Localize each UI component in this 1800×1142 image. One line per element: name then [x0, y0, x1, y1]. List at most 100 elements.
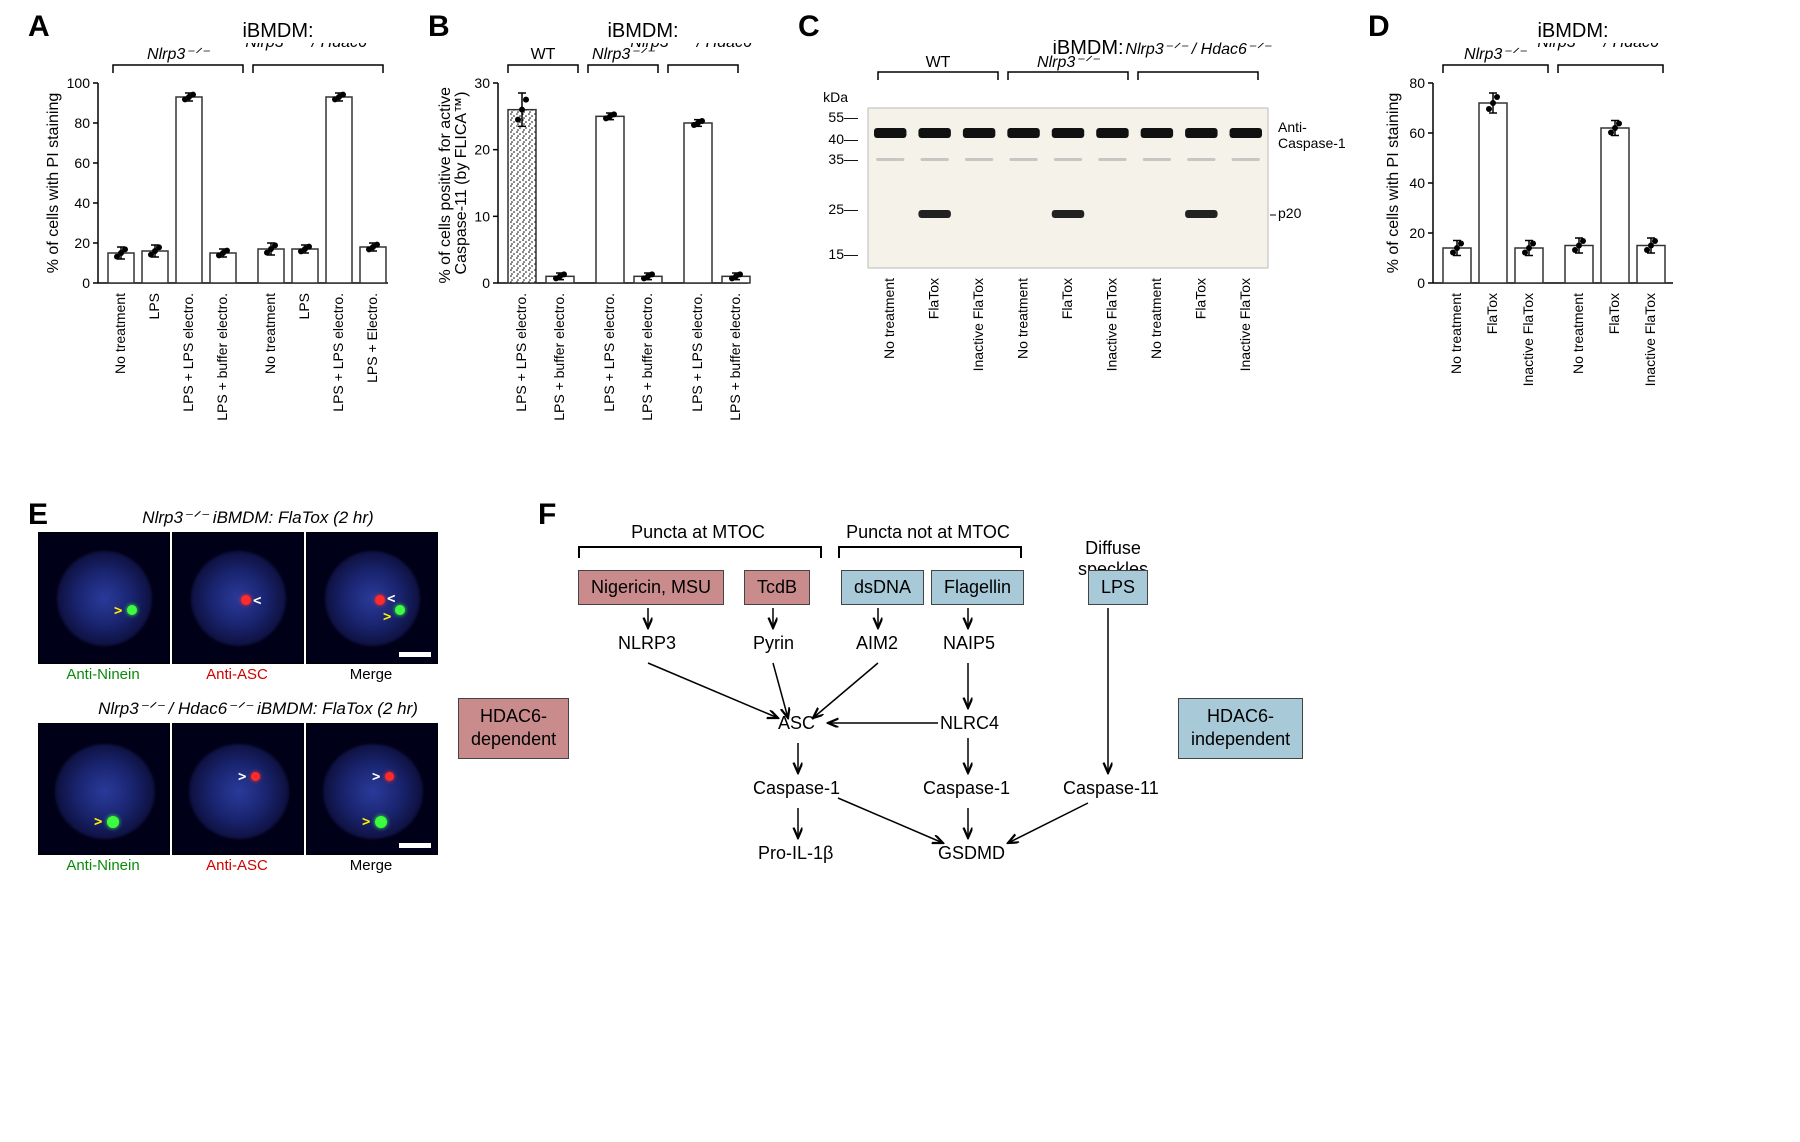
- panel-f: F: [508, 508, 1508, 938]
- svg-text:WT: WT: [531, 46, 556, 63]
- svg-text:LPS + Electro.: LPS + Electro.: [364, 293, 380, 383]
- svg-text:LPS + LPS electro.: LPS + LPS electro.: [513, 293, 529, 412]
- svg-text:100: 100: [67, 75, 91, 91]
- f-aim2: AIM2: [856, 633, 898, 654]
- svg-text:FlaTox: FlaTox: [1484, 293, 1500, 334]
- f-lps-box: LPS: [1088, 570, 1148, 605]
- svg-text:No treatment: No treatment: [881, 278, 897, 359]
- svg-text:30: 30: [474, 75, 490, 91]
- panel-b: B iBMDM: WT Nlrp3⁻ᐟ⁻ Nlrp3⁻ᐟ⁻ / Hdac6⁻ᐟ⁻…: [438, 20, 778, 468]
- svg-text:20: 20: [474, 142, 490, 158]
- panel-e-title1: Nlrp3⁻ᐟ⁻ iBMDM: FlaTox (2 hr): [142, 508, 373, 527]
- f-gsdmd: GSDMD: [938, 843, 1005, 864]
- panel-b-header: iBMDM:: [508, 20, 778, 43]
- panel-d-header: iBMDM:: [1448, 20, 1698, 43]
- svg-text:Inactive FlaTox: Inactive FlaTox: [970, 278, 986, 371]
- svg-text:Nlrp3⁻ᐟ⁻: Nlrp3⁻ᐟ⁻: [147, 46, 210, 63]
- micro-asc-2: >: [172, 723, 304, 855]
- svg-text:40: 40: [1409, 175, 1425, 191]
- svg-text:LPS + buffer electro.: LPS + buffer electro.: [727, 293, 743, 421]
- svg-text:40: 40: [74, 195, 90, 211]
- svg-text:p20: p20: [1278, 205, 1302, 221]
- svg-text:Anti- Caspase-1: Anti- Caspase-1: [1278, 119, 1346, 151]
- svg-text:60: 60: [1409, 125, 1425, 141]
- svg-text:FlaTox: FlaTox: [1192, 278, 1208, 319]
- micro-merge-1: < >: [306, 532, 438, 664]
- svg-text:10: 10: [474, 208, 490, 224]
- f-dsdna-box: dsDNA: [841, 570, 924, 605]
- svg-text:80: 80: [74, 115, 90, 131]
- svg-text:Nlrp3⁻ᐟ⁻ / Hdac6⁻ᐟ⁻: Nlrp3⁻ᐟ⁻ / Hdac6⁻ᐟ⁻: [630, 43, 777, 51]
- f-pyrin: Pyrin: [753, 633, 794, 654]
- svg-text:FlaTox: FlaTox: [1606, 293, 1622, 334]
- svg-text:LPS + LPS electro.: LPS + LPS electro.: [601, 293, 617, 412]
- channel-asc: Anti-ASC: [206, 666, 268, 683]
- channel-merge: Merge: [350, 666, 393, 683]
- svg-text:55—: 55—: [828, 109, 858, 125]
- f-group1: Puncta at MTOC: [578, 522, 818, 543]
- svg-text:0: 0: [1417, 275, 1425, 291]
- svg-text:No treatment: No treatment: [1448, 293, 1464, 374]
- channel-ninein: Anti-Ninein: [66, 666, 139, 683]
- svg-text:LPS + LPS electro.: LPS + LPS electro.: [689, 293, 705, 412]
- svg-text:Nlrp3⁻ᐟ⁻: Nlrp3⁻ᐟ⁻: [1037, 54, 1100, 71]
- svg-text:80: 80: [1409, 75, 1425, 91]
- svg-text:LPS: LPS: [296, 293, 312, 319]
- svg-text:No treatment: No treatment: [112, 293, 128, 374]
- svg-text:Inactive FlaTox: Inactive FlaTox: [1103, 278, 1119, 371]
- micrograph-row-2: > > > >: [38, 723, 478, 855]
- chart-a: Nlrp3⁻ᐟ⁻ Nlrp3⁻ᐟ⁻ / Hdac6⁻ᐟ⁻ 02040608010…: [38, 43, 408, 463]
- svg-text:15—: 15—: [828, 246, 858, 262]
- f-tcdb-box: TcdB: [744, 570, 810, 605]
- svg-text:kDa: kDa: [823, 89, 848, 105]
- svg-text:% of cells with PI staining: % of cells with PI staining: [1385, 93, 1402, 274]
- svg-text:FlaTox: FlaTox: [1059, 278, 1075, 319]
- micro-ninein-1: >: [38, 532, 170, 664]
- panel-b-label: B: [428, 10, 450, 44]
- svg-text:40—: 40—: [828, 131, 858, 147]
- svg-text:Nlrp3⁻ᐟ⁻: Nlrp3⁻ᐟ⁻: [1464, 46, 1527, 63]
- f-asc: ASC: [778, 713, 815, 734]
- svg-text:% of cells positive for active: % of cells positive for active Caspase-1…: [438, 83, 470, 284]
- panel-d: D iBMDM: Nlrp3⁻ᐟ⁻ Nlrp3⁻ᐟ⁻ / Hdac6⁻ᐟ⁻ 02…: [1378, 20, 1698, 468]
- diagram-f: Puncta at MTOC Puncta not at MTOC Diffus…: [548, 508, 1228, 938]
- panel-a-header: iBMDM:: [148, 20, 408, 43]
- svg-text:LPS + buffer electro.: LPS + buffer electro.: [551, 293, 567, 421]
- chart-d: Nlrp3⁻ᐟ⁻ Nlrp3⁻ᐟ⁻ / Hdac6⁻ᐟ⁻ 020406080 %…: [1378, 43, 1698, 463]
- svg-text:Nlrp3⁻ᐟ⁻ / Hdac6⁻ᐟ⁻: Nlrp3⁻ᐟ⁻ / Hdac6⁻ᐟ⁻: [1125, 41, 1272, 58]
- svg-text:No treatment: No treatment: [1148, 278, 1164, 359]
- panel-e-label: E: [28, 498, 48, 532]
- svg-text:25—: 25—: [828, 201, 858, 217]
- f-group2: Puncta not at MTOC: [838, 522, 1018, 543]
- f-hdac6-dep: HDAC6-dependent: [458, 698, 569, 759]
- f-naip5: NAIP5: [943, 633, 995, 654]
- svg-text:LPS + buffer electro.: LPS + buffer electro.: [214, 293, 230, 421]
- panel-c-label: C: [798, 10, 820, 44]
- f-flagellin-box: Flagellin: [931, 570, 1024, 605]
- panel-a: A iBMDM: Nlrp3⁻ᐟ⁻ Nlrp3⁻ᐟ⁻ / Hdac6⁻ᐟ⁻: [38, 20, 408, 468]
- micro-asc-1: <: [172, 532, 304, 664]
- svg-text:20: 20: [1409, 225, 1425, 241]
- f-nlrc4: NLRC4: [940, 713, 999, 734]
- svg-text:60: 60: [74, 155, 90, 171]
- panel-a-label: A: [28, 10, 50, 44]
- micro-ninein-2: >: [38, 723, 170, 855]
- svg-text:% of cells with PI staining: % of cells with PI staining: [45, 93, 62, 274]
- micrograph-row-1: > < < >: [38, 532, 478, 664]
- svg-text:Nlrp3⁻ᐟ⁻ / Hdac6⁻ᐟ⁻: Nlrp3⁻ᐟ⁻ / Hdac6⁻ᐟ⁻: [245, 43, 392, 51]
- f-nigericin-box: Nigericin, MSU: [578, 570, 724, 605]
- f-casp1-b: Caspase-1: [923, 778, 1010, 799]
- svg-text:No treatment: No treatment: [1570, 293, 1586, 374]
- svg-text:No treatment: No treatment: [262, 293, 278, 374]
- svg-text:LPS + buffer electro.: LPS + buffer electro.: [639, 293, 655, 421]
- panel-e-title2: Nlrp3⁻ᐟ⁻ / Hdac6⁻ᐟ⁻ iBMDM: FlaTox (2 hr): [98, 699, 418, 718]
- svg-text:Inactive FlaTox: Inactive FlaTox: [1520, 293, 1536, 386]
- panel-e: E Nlrp3⁻ᐟ⁻ iBMDM: FlaTox (2 hr) > < < >: [38, 508, 478, 874]
- svg-text:35—: 35—: [828, 151, 858, 167]
- svg-text:WT: WT: [926, 54, 951, 71]
- blot-c: iBMDM: WT Nlrp3⁻ᐟ⁻ Nlrp3⁻ᐟ⁻ / Hdac6⁻ᐟ⁻ k…: [808, 40, 1348, 460]
- svg-text:20: 20: [74, 235, 90, 251]
- svg-text:No treatment: No treatment: [1015, 278, 1031, 359]
- svg-text:LPS + LPS electro.: LPS + LPS electro.: [180, 293, 196, 412]
- f-hdac6-indep: HDAC6-independent: [1178, 698, 1303, 759]
